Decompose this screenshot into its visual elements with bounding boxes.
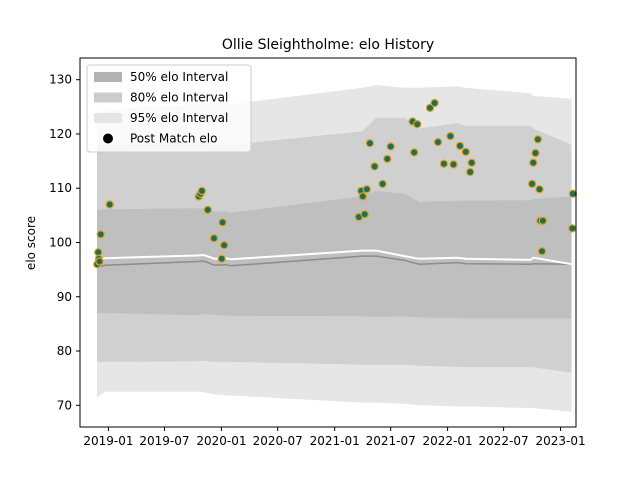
post-match-elo-point	[537, 246, 547, 256]
y-tick-label: 70	[57, 398, 72, 412]
x-tick-label: 2020-07	[253, 434, 303, 448]
y-tick-label: 110	[49, 181, 72, 195]
legend-label: 95% elo Interval	[130, 111, 228, 125]
x-tick-label: 2022-07	[479, 434, 529, 448]
post-match-elo-point	[439, 159, 449, 168]
legend-label: 80% elo Interval	[130, 91, 228, 105]
band-50-interval	[97, 190, 572, 319]
post-match-elo-point	[203, 205, 212, 215]
axes: 2019-01 2019-07 2020-01 2020-07 2021-01 2021-…	[49, 57, 586, 448]
post-match-elo-point	[446, 131, 455, 141]
post-match-elo-point	[531, 148, 540, 158]
x-tick-label: 2019-07	[139, 434, 189, 448]
post-match-elo-point	[410, 148, 419, 157]
post-match-elo-point	[362, 185, 371, 194]
y-tick-label: 90	[57, 290, 72, 304]
post-match-elo-point	[383, 154, 392, 164]
post-match-elo-point	[455, 141, 465, 151]
mean-elo-line	[96, 249, 572, 266]
x-tick-label: 2021-01	[310, 434, 360, 448]
post-match-elo-point	[96, 230, 105, 239]
x-tick-label: 2022-01	[423, 434, 473, 448]
post-match-elo-point	[430, 98, 439, 108]
legend-swatch	[94, 72, 122, 82]
post-match-elo-point	[378, 179, 387, 189]
post-match-elo-point	[568, 189, 578, 198]
legend: 50% elo Interval 80% elo Interval 95% elo …	[86, 64, 252, 153]
post-match-elo-point	[95, 257, 104, 266]
x-tick-label: 2019-01	[83, 434, 133, 448]
legend-swatch	[94, 92, 122, 103]
y-axis-title: elo score	[24, 216, 38, 270]
post-match-elo-point	[370, 162, 379, 171]
y-tick-label: 130	[49, 73, 72, 87]
y-tick-label: 80	[57, 344, 72, 358]
post-match-elo-point	[538, 216, 548, 225]
post-match-elo-point	[386, 142, 395, 151]
post-match-elo-point	[209, 233, 219, 243]
post-match-elo-point	[217, 254, 226, 263]
post-match-elo-point	[535, 185, 544, 194]
y-tick-label: 100	[49, 236, 72, 250]
legend-marker	[103, 133, 113, 144]
x-tick-label: 2023-01	[535, 434, 585, 448]
x-tick-label: 2020-01	[196, 434, 246, 448]
post-match-elo-point	[219, 240, 229, 250]
x-tick-label: 2021-07	[366, 434, 416, 448]
post-match-elo-point	[449, 160, 458, 169]
legend-label: Post Match elo	[130, 132, 217, 146]
plot-area	[93, 85, 578, 412]
post-match-elo-point	[529, 158, 538, 167]
post-match-elo-point	[358, 192, 367, 201]
post-match-elo-point	[461, 147, 470, 157]
legend-label: 50% elo Interval	[130, 70, 228, 84]
median-elo-line	[96, 255, 572, 268]
legend-box	[86, 64, 252, 153]
post-match-elo-point	[433, 137, 443, 147]
post-match-elo-point	[360, 210, 369, 219]
y-tick-label: 120	[49, 127, 72, 141]
post-match-elo-point	[568, 224, 577, 233]
post-match-elo-point	[533, 135, 543, 144]
post-match-elo-point	[218, 218, 227, 227]
post-match-elo-point	[466, 167, 475, 177]
post-match-elo-point	[365, 138, 375, 148]
post-match-elo-point	[105, 200, 114, 209]
post-match-elo-point	[413, 119, 422, 129]
post-match-elo-point	[527, 179, 537, 189]
post-match-elo-point	[467, 158, 476, 167]
legend-swatch	[94, 113, 122, 123]
post-match-elo-point	[197, 186, 207, 196]
chart-title: Ollie Sleightholme: elo History	[222, 37, 434, 53]
